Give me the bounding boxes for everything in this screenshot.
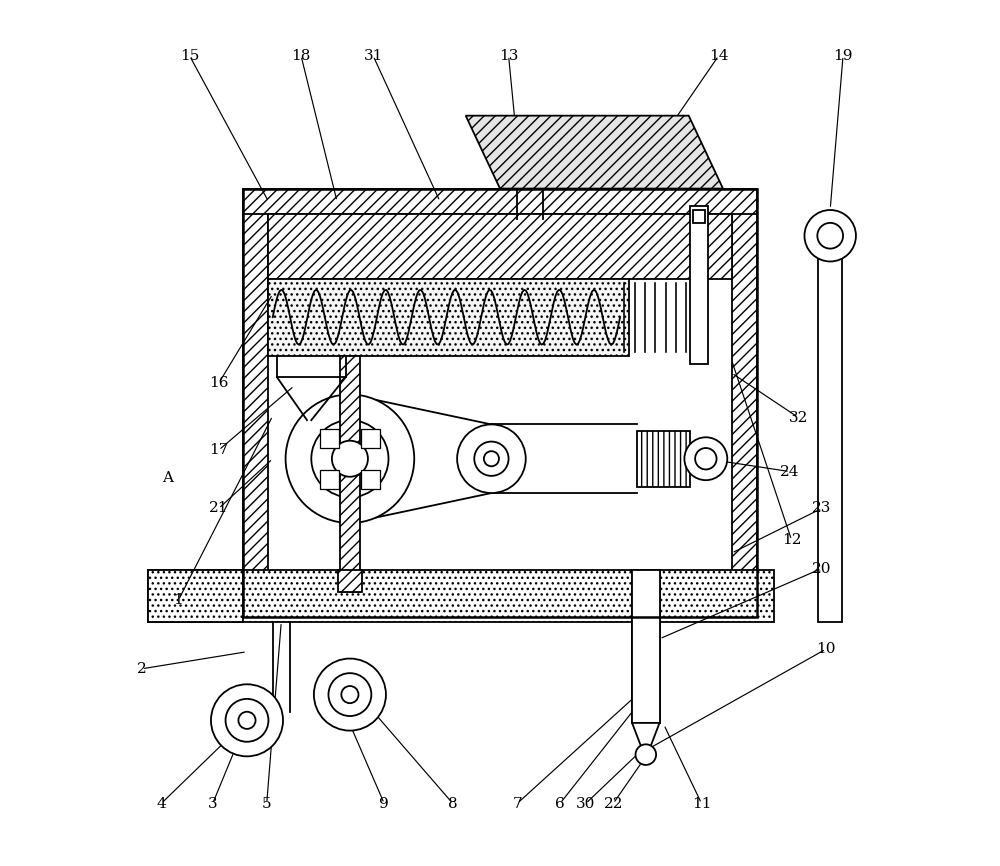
Text: 4: 4 <box>156 797 166 811</box>
Circle shape <box>684 437 727 480</box>
Text: 22: 22 <box>603 797 623 811</box>
Bar <box>690 206 708 365</box>
Text: 14: 14 <box>709 48 728 62</box>
Bar <box>148 570 774 622</box>
Bar <box>361 469 380 488</box>
Circle shape <box>238 712 256 729</box>
Circle shape <box>226 699 268 742</box>
Bar <box>268 279 629 356</box>
Bar <box>693 210 705 223</box>
Text: 10: 10 <box>816 642 836 656</box>
Circle shape <box>474 442 509 476</box>
Bar <box>243 189 757 617</box>
Circle shape <box>211 684 283 756</box>
Text: 17: 17 <box>209 443 228 457</box>
Bar <box>637 431 690 487</box>
Circle shape <box>457 424 526 493</box>
Text: 8: 8 <box>448 797 458 811</box>
Text: 31: 31 <box>363 48 383 62</box>
Circle shape <box>311 420 389 497</box>
Text: 23: 23 <box>812 501 831 515</box>
Circle shape <box>804 210 856 262</box>
Circle shape <box>328 673 371 716</box>
Circle shape <box>817 223 843 249</box>
Circle shape <box>695 448 717 469</box>
Circle shape <box>314 658 386 731</box>
Text: 9: 9 <box>379 797 389 811</box>
Text: 20: 20 <box>812 561 831 576</box>
Text: 5: 5 <box>262 797 272 811</box>
Text: 2: 2 <box>137 662 146 675</box>
Text: 19: 19 <box>833 48 853 62</box>
Bar <box>148 570 243 622</box>
Text: 6: 6 <box>555 797 565 811</box>
Text: 7: 7 <box>512 797 522 811</box>
Bar <box>320 429 339 448</box>
Text: 13: 13 <box>499 48 518 62</box>
Bar <box>243 189 757 214</box>
Bar <box>268 214 732 279</box>
Bar <box>243 591 757 617</box>
Text: 16: 16 <box>209 376 228 391</box>
Circle shape <box>332 441 368 477</box>
Circle shape <box>286 394 414 523</box>
Text: 32: 32 <box>789 410 808 424</box>
Text: 1: 1 <box>174 593 183 607</box>
Bar <box>632 570 660 723</box>
Text: 3: 3 <box>208 797 217 811</box>
Bar <box>320 469 339 488</box>
Bar <box>361 429 380 448</box>
Text: 30: 30 <box>576 797 595 811</box>
Bar <box>818 214 842 622</box>
Polygon shape <box>466 116 723 189</box>
Text: 12: 12 <box>782 533 801 547</box>
Circle shape <box>636 745 656 765</box>
Polygon shape <box>632 723 660 759</box>
Text: 15: 15 <box>180 48 199 62</box>
Bar <box>243 189 268 617</box>
Circle shape <box>341 686 358 703</box>
Text: 21: 21 <box>209 501 228 515</box>
Circle shape <box>484 451 499 466</box>
Text: 24: 24 <box>780 464 800 479</box>
Text: A: A <box>162 470 173 485</box>
Text: 18: 18 <box>291 48 311 62</box>
Bar <box>732 189 757 617</box>
Text: 11: 11 <box>692 797 711 811</box>
Bar <box>338 570 362 591</box>
Bar <box>340 356 360 591</box>
